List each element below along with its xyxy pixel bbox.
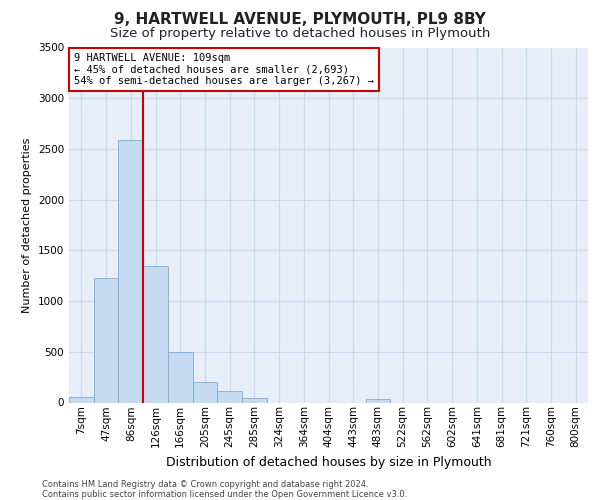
Bar — [365, 399, 390, 402]
Text: 9 HARTWELL AVENUE: 109sqm
← 45% of detached houses are smaller (2,693)
54% of se: 9 HARTWELL AVENUE: 109sqm ← 45% of detac… — [74, 53, 374, 86]
Bar — [94, 278, 118, 402]
Text: Size of property relative to detached houses in Plymouth: Size of property relative to detached ho… — [110, 28, 490, 40]
Bar — [69, 398, 94, 402]
Y-axis label: Number of detached properties: Number of detached properties — [22, 138, 32, 312]
Bar — [168, 352, 193, 403]
Bar — [217, 392, 242, 402]
Bar — [118, 140, 143, 402]
Text: Contains public sector information licensed under the Open Government Licence v3: Contains public sector information licen… — [42, 490, 407, 499]
Bar — [193, 382, 217, 402]
X-axis label: Distribution of detached houses by size in Plymouth: Distribution of detached houses by size … — [166, 456, 491, 468]
Text: 9, HARTWELL AVENUE, PLYMOUTH, PL9 8BY: 9, HARTWELL AVENUE, PLYMOUTH, PL9 8BY — [114, 12, 486, 28]
Bar — [143, 266, 168, 402]
Text: Contains HM Land Registry data © Crown copyright and database right 2024.: Contains HM Land Registry data © Crown c… — [42, 480, 368, 489]
Bar — [242, 398, 267, 402]
